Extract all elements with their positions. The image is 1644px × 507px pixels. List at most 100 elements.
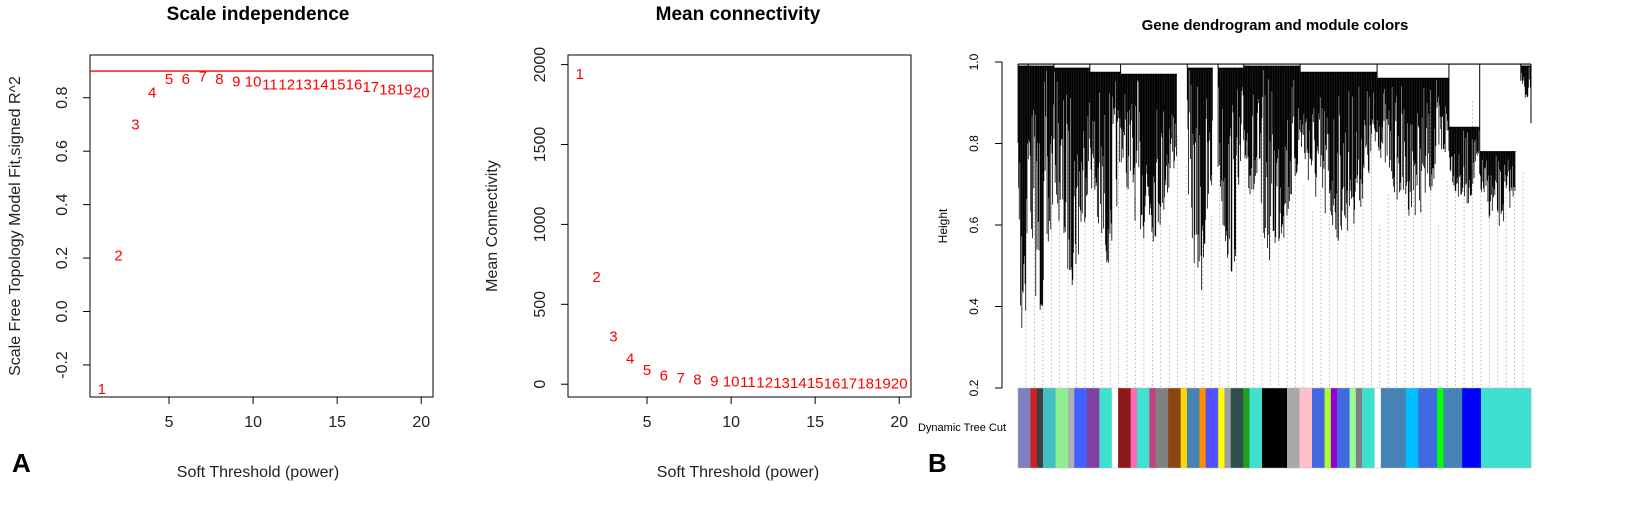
x-tick-label: 10 — [722, 414, 740, 431]
module-color-segment — [1118, 388, 1132, 468]
module-color-segment — [1205, 388, 1219, 468]
data-point-label: 14 — [790, 375, 807, 392]
data-point-label: 14 — [312, 76, 329, 93]
y-axis-label: Height — [936, 208, 950, 243]
module-color-segment — [1111, 388, 1119, 468]
module-color-segment — [1086, 388, 1100, 468]
y-axis-label: Scale Free Topology Model Fit,signed R^2 — [7, 76, 24, 376]
data-point-label: 17 — [362, 79, 379, 96]
x-axis: 5 10 15 20 — [643, 397, 908, 431]
y-tick-label: 1500 — [532, 127, 549, 163]
data-point-label: 12 — [278, 76, 295, 93]
x-tick-label: 20 — [890, 414, 908, 431]
panel-label-b: B — [928, 448, 947, 478]
data-point-label: 11 — [740, 374, 756, 391]
x-tick-label: 20 — [412, 414, 430, 431]
module-color-segment — [1186, 388, 1200, 468]
data-point-label: 13 — [295, 76, 312, 93]
plot-frame — [567, 54, 912, 398]
y-tick-label: 0 — [532, 380, 549, 389]
module-color-segment — [1287, 388, 1300, 468]
module-color-segment — [1055, 388, 1069, 468]
module-color-segment — [1149, 388, 1157, 468]
module-color-segment — [1030, 388, 1038, 468]
data-point-label: 7 — [676, 370, 684, 387]
y-tick-label: 0.4 — [54, 193, 71, 215]
data-point-label: 2 — [114, 247, 122, 264]
dendrogram-tree — [1017, 63, 1532, 388]
module-color-segment — [1218, 388, 1225, 468]
data-point-label: 16 — [346, 76, 363, 93]
module-color-segment — [1224, 388, 1232, 468]
module-color-segment — [1443, 388, 1463, 468]
module-color-segment — [1418, 388, 1438, 468]
module-color-segment — [1074, 388, 1088, 468]
y-tick-label: 0.2 — [967, 379, 981, 396]
module-color-segment — [1437, 388, 1444, 468]
data-point-label: 3 — [131, 116, 139, 133]
x-tick-label: 5 — [643, 414, 652, 431]
data-point-label: 11 — [262, 76, 278, 93]
module-color-segment — [1480, 388, 1532, 468]
mean-connectivity-chart: Mean connectivity Soft Threshold (power)… — [484, 4, 912, 481]
module-color-segment — [1243, 388, 1250, 468]
x-axis-label: Soft Threshold (power) — [657, 464, 819, 481]
y-tick-label: 1.0 — [967, 53, 981, 70]
module-color-segment — [1349, 388, 1357, 468]
data-point-label: 16 — [824, 375, 841, 392]
chart-title: Gene dendrogram and module colors — [1142, 17, 1409, 34]
module-color-segment — [1199, 388, 1207, 468]
module-color-segment — [1155, 388, 1169, 468]
data-point-label: 8 — [693, 372, 701, 389]
gene-dendrogram-chart: Gene dendrogram and module colors Height… — [918, 17, 1532, 469]
chart-title: Mean connectivity — [656, 4, 821, 25]
module-color-segment — [1018, 388, 1031, 468]
module-color-bar — [1017, 387, 1532, 469]
panel-label-a: A — [12, 448, 31, 478]
plot-frame — [89, 54, 434, 398]
data-point-label: 20 — [413, 84, 430, 101]
module-color-segment — [1299, 388, 1313, 468]
module-color-segment — [1043, 388, 1056, 468]
module-color-segment — [1136, 388, 1150, 468]
scale-independence-chart: Scale independence Soft Threshold (power… — [7, 4, 434, 481]
data-point-label: 8 — [215, 71, 223, 88]
data-point-label: 19 — [396, 82, 413, 99]
y-tick-label: 0.0 — [54, 300, 71, 322]
module-color-segment — [1380, 388, 1407, 468]
y-tick-label: 0.8 — [54, 87, 71, 109]
module-color-segment — [1261, 388, 1288, 468]
module-color-segment — [1312, 388, 1325, 468]
y-axis: -0.2 0.0 0.2 0.4 0.6 0.8 — [54, 87, 90, 379]
data-point-label: 10 — [723, 374, 740, 391]
data-point-label: 20 — [891, 376, 908, 393]
data-point-label: 4 — [148, 84, 156, 101]
data-point-label: 5 — [643, 362, 651, 379]
module-color-segment — [1249, 388, 1263, 468]
data-point-label: 7 — [198, 68, 206, 85]
y-tick-label: -0.2 — [54, 351, 71, 379]
y-tick-label: 0.4 — [967, 298, 981, 315]
data-point-label: 6 — [660, 367, 668, 384]
x-tick-label: 15 — [328, 414, 346, 431]
module-color-segment — [1068, 388, 1075, 468]
module-color-segment — [1405, 388, 1419, 468]
data-point-label: 3 — [609, 328, 617, 345]
y-axis-label: Mean Connectivity — [484, 160, 501, 292]
y-tick-label: 1000 — [532, 207, 549, 243]
x-tick-label: 5 — [165, 414, 174, 431]
data-point-label: 1 — [98, 381, 106, 398]
data-point-label: 6 — [182, 71, 190, 88]
y-axis: 0 500 1000 1500 2000 — [532, 47, 568, 389]
module-color-segment — [1230, 388, 1244, 468]
chart-title: Scale independence — [167, 4, 350, 25]
module-color-segment — [1180, 388, 1188, 468]
module-color-segment — [1330, 388, 1338, 468]
y-tick-label: 2000 — [532, 47, 549, 83]
data-point-label: 15 — [807, 375, 824, 392]
data-point-label: 9 — [232, 74, 240, 91]
x-axis-label: Soft Threshold (power) — [177, 464, 339, 481]
